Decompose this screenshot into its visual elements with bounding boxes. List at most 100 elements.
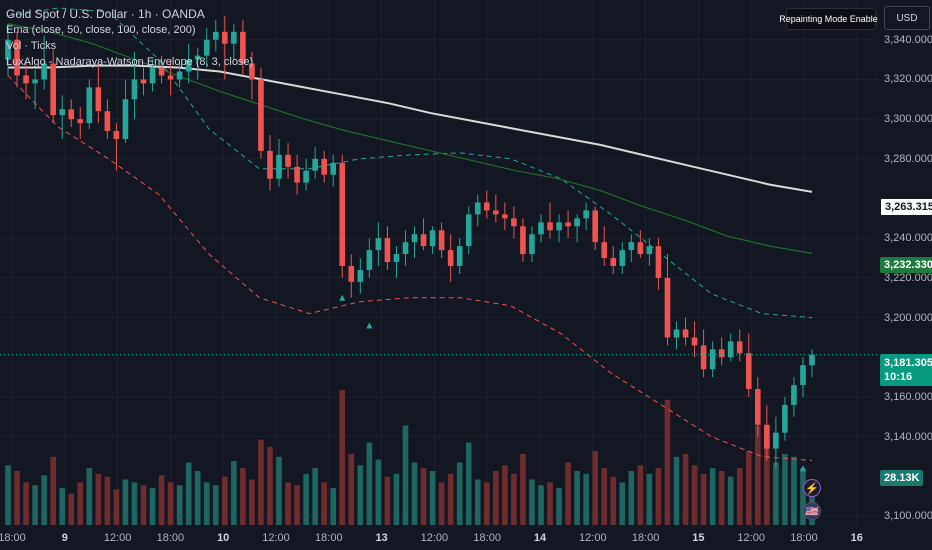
time-tick-label: 12:00 [579,532,607,544]
us-flag-event-icon[interactable]: 🇺🇸 [803,502,821,520]
volume-bar [483,482,490,525]
volume-bar [86,468,93,525]
volume-bar [637,465,644,525]
volume-bar [556,488,562,525]
candle-body [113,131,120,139]
price-tick-label: 3,100.000 [884,510,932,523]
candle-body [619,250,626,266]
last-price-value: 3,181.305 [884,357,932,369]
volume-bar [149,488,156,525]
candle-body [483,202,490,211]
time-tick-label: 14 [533,532,547,544]
lightning-event-icon[interactable]: ⚡ [803,479,821,497]
candle-body [149,67,156,84]
candle-body [474,202,481,215]
ema100-price-tag: 3,232.330 [880,257,932,273]
chart-legend: Gold Spot / U.S. Dollar · 1h · OANDA Ema… [6,6,253,70]
candle-body [556,222,562,231]
volume-bar [782,453,788,525]
time-axis[interactable]: 18:00 9 12:00 18:00 10 12:00 18:00 13 12:00 18:00… [0,528,878,550]
volume-bar [104,476,111,525]
volume-bar [41,475,47,525]
candle-body [258,79,264,151]
candle-body [411,234,418,243]
chart-area[interactable] [0,0,878,528]
volume-bar [14,471,20,525]
volume-bar [330,488,337,525]
volume-bar [194,471,201,525]
candle-body [493,210,499,215]
volume-bar [167,482,174,525]
candle-body [547,222,553,231]
candle-body [68,109,75,120]
ema100-line [7,23,813,254]
symbol-title[interactable]: Gold Spot / U.S. Dollar · 1h · OANDA [6,7,205,21]
volume-bar [375,459,382,525]
time-tick-label: 12:00 [420,532,449,544]
candle-body [167,75,174,80]
volume-bar [511,473,517,525]
volume-bar [673,456,680,525]
candle-body [348,265,355,282]
volume-bar [140,485,147,525]
candle-body [303,170,309,183]
time-tick-label: 18:00 [473,532,501,544]
candle-body [700,345,707,370]
volume-bar [185,462,192,525]
currency-button[interactable]: USD [884,6,930,30]
candle-body [754,389,761,425]
volume-bar [800,468,806,525]
candle-body [465,214,472,247]
buy-signal-marker [339,294,346,301]
volume-bar [95,473,102,525]
volume-bar [764,434,770,525]
candle-body [59,109,66,116]
time-tick-label: 10 [217,532,230,544]
volume-bar [619,482,626,525]
candle-body [86,87,93,124]
volume-bar [5,465,11,525]
candle-body [791,385,797,405]
bar-countdown: 10:16 [884,371,913,383]
envelope-indicator-label[interactable]: LuxAlgo - Nadaraya-Watson Envelope (8, 3… [6,56,254,68]
volume-bar [628,471,635,525]
volume-bar [303,473,309,525]
repainting-mode-badge: Repainting Mode Enabled [779,8,883,30]
volume-bar [474,479,481,525]
candle-body [203,39,210,56]
price-chart[interactable] [0,0,878,528]
volume-bar [493,471,499,525]
buy-signal-marker [366,322,373,329]
candle-body [682,329,689,338]
volume-bar [122,479,129,525]
volume-bar [357,465,364,525]
candle-body [565,222,571,227]
candle-body [764,424,770,449]
candle-body [655,246,662,278]
volume-bar [339,390,346,525]
volume-bar [736,468,743,525]
volume-bar [745,451,752,525]
volume-bar [664,399,671,525]
candle-body [14,39,20,76]
volume-indicator-label[interactable]: Vol · Ticks [6,40,57,52]
candle-body [285,154,291,167]
volume-bar [565,462,571,525]
candle-body [447,250,454,266]
ema200-price-tag: 3,263.315 [880,198,932,216]
volume-tag: 28.13K [880,470,924,486]
buy-signal-marker [799,465,806,472]
candle-body [664,277,671,338]
candle-body [122,99,129,139]
volume-bar [773,462,779,525]
candle-body [140,79,147,84]
volume-bar [700,473,707,525]
volume-bar [321,482,327,525]
volume-bar [718,471,725,525]
envelope-upper-line [7,7,813,319]
ema200-line [8,64,813,193]
price-tick-label: 3,340.000 [884,33,932,46]
volume-bar [420,468,427,525]
ema-indicator-label[interactable]: Ema (close, 50, close, 100, close, 200) [6,24,196,36]
candle-body [718,349,725,358]
